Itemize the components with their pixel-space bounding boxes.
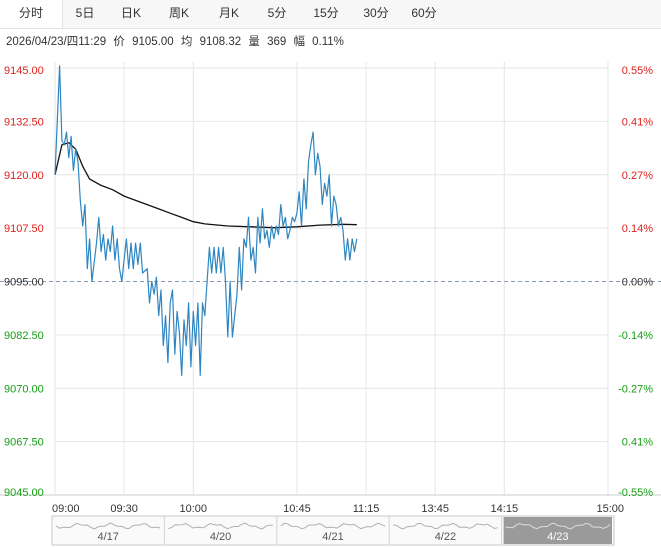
navigator-sparkline [393, 522, 498, 530]
price-label: 价 [113, 36, 125, 48]
quote-info-bar: 2026/04/23/四11:29 价 9105.00 均 9108.32 量 … [6, 33, 348, 49]
navigator-date-label[interactable]: 4/23 [547, 531, 568, 543]
price-tick-label: 9145.00 [4, 65, 44, 77]
navigator-sparkline [280, 522, 386, 530]
quote-datetime: 2026/04/23/四11:29 [6, 36, 107, 48]
change-label: 幅 [293, 36, 305, 48]
price-tick-label: 9120.00 [4, 170, 44, 182]
price-tick-label: 9095.00 [4, 277, 44, 289]
price-tick-label: 9132.50 [4, 116, 44, 128]
percent-tick-label: 0.41% [622, 116, 653, 128]
tab-6[interactable]: 5分 [267, 6, 287, 20]
time-tick-label: 13:45 [421, 503, 449, 515]
percent-tick-label: 0.00% [622, 277, 653, 289]
period-tabs: 分时 5日 日K 周K 月K 5分 15分 30分 60分 [0, 0, 661, 29]
price-axis: 9145.00 9132.50 9120.00 9107.50 9095.00 9082.… [4, 65, 44, 499]
series [54, 65, 358, 376]
change-value: 0.11% [312, 36, 344, 48]
avg-label: 均 [180, 36, 193, 48]
time-tick-label: 11:15 [353, 503, 380, 515]
avg-value: 9108.32 [199, 36, 242, 48]
navigator-date-label[interactable]: 4/17 [97, 531, 118, 543]
navigator-date-label[interactable]: 4/22 [435, 531, 456, 543]
navigator-selected-day[interactable] [503, 517, 612, 544]
navigator-date-label[interactable]: 4/20 [210, 531, 231, 543]
percent-tick-label: 0.41% [622, 437, 653, 449]
navigator-sparkline [168, 522, 273, 530]
price-tick-label: 9082.50 [4, 330, 44, 342]
percent-tick-label: 0.27% [622, 170, 653, 182]
tab-8[interactable]: 30分 [363, 6, 389, 20]
time-tick-label: 15:00 [596, 503, 624, 515]
time-tick-label: 09:00 [52, 503, 80, 515]
date-navigator[interactable]: 4/17 4/20 4/21 4/22 4/23 [51, 515, 615, 546]
grid [0, 62, 661, 496]
navigator-date-label[interactable]: 4/21 [322, 531, 343, 543]
time-tick-label: 09:30 [110, 503, 138, 515]
volume-value: 369 [267, 36, 287, 48]
percent-axis: 0.55% 0.41% 0.27% 0.14% 0.00% -0.14% -0.27% 0.4… [618, 65, 653, 499]
tab-4[interactable]: 周K [168, 6, 189, 20]
tab-7[interactable]: 15分 [313, 6, 339, 20]
percent-tick-label: -0.27% [618, 383, 653, 395]
price-value: 9105.00 [132, 36, 174, 48]
percent-tick-label: -0.14% [618, 330, 653, 342]
price-tick-label: 9067.50 [4, 437, 44, 449]
price-line [54, 65, 358, 376]
price-tick-label: 9070.00 [4, 383, 44, 395]
tab-2[interactable]: 5日 [75, 6, 95, 20]
percent-tick-label: -0.55% [618, 487, 653, 499]
tab-5[interactable]: 月K [218, 6, 239, 20]
tab-1[interactable]: 分时 [0, 0, 63, 28]
navigator-sparkline [505, 522, 611, 530]
average-line [54, 141, 357, 229]
percent-tick-label: 0.14% [622, 223, 653, 235]
tab-3[interactable]: 日K [120, 6, 141, 20]
price-tick-label: 9107.50 [4, 223, 44, 235]
time-tick-label: 10:45 [283, 503, 311, 515]
tab-9[interactable]: 60分 [411, 6, 437, 20]
time-axis: 09:00 09:30 10:00 10:45 11:15 13:45 14:15 15:00 [52, 503, 624, 515]
percent-tick-label: 0.55% [622, 65, 653, 77]
price-tick-label: 9045.00 [4, 487, 44, 499]
volume-label: 量 [248, 36, 260, 48]
time-tick-label: 14:15 [491, 503, 519, 515]
navigator-sparkline [55, 522, 161, 530]
time-tick-label: 10:00 [179, 503, 207, 515]
